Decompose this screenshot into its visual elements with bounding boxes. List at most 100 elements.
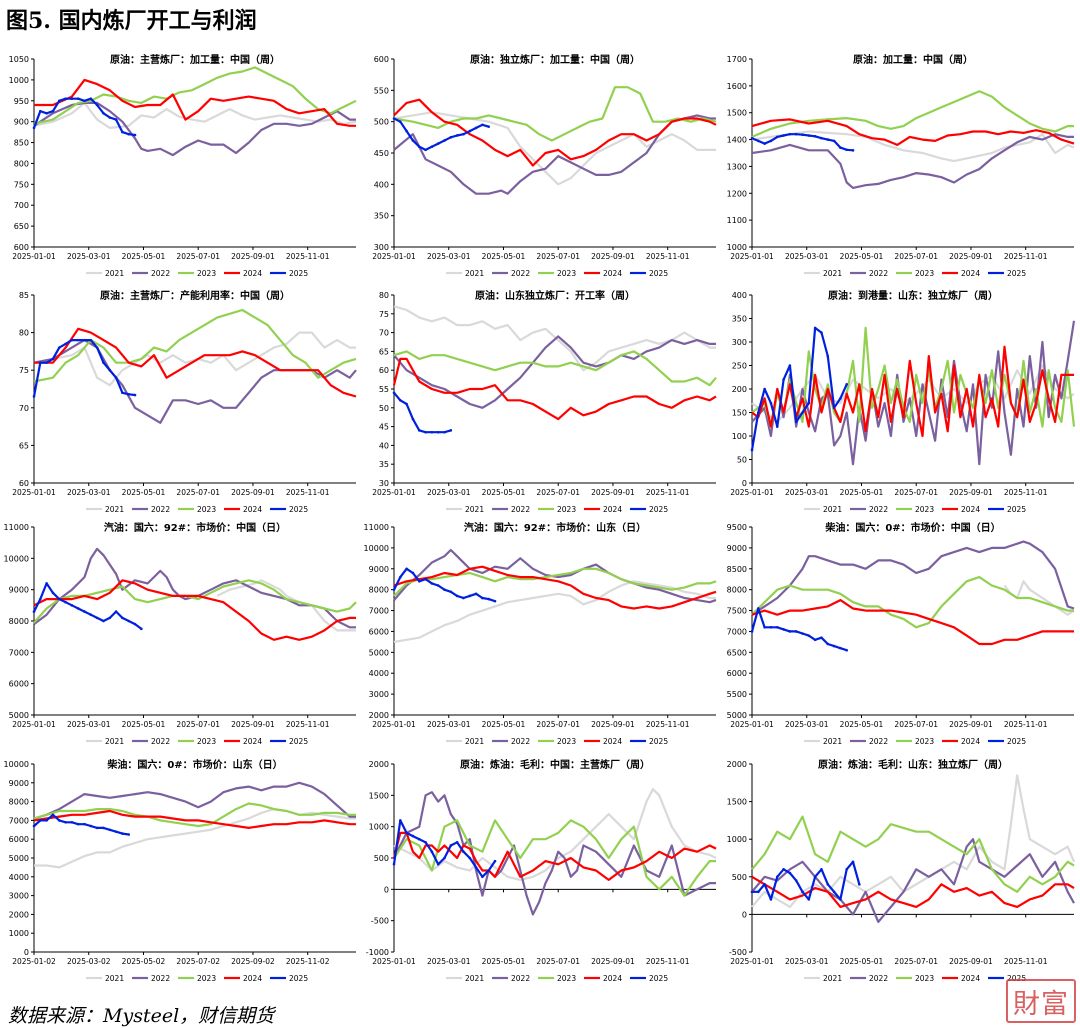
- series-point-2025: [788, 630, 792, 633]
- y-tick-label: 1000: [9, 76, 29, 85]
- series-point-2025: [845, 867, 849, 871]
- series-point-2025: [436, 430, 440, 434]
- series-point-2025: [51, 813, 55, 817]
- series-point-2025: [769, 139, 773, 143]
- series-point-2025: [826, 138, 830, 141]
- y-tick-label: 75: [379, 310, 389, 319]
- series-point-2025: [839, 646, 842, 650]
- y-tick-label: 60: [379, 366, 389, 375]
- y-tick-label: 9000: [9, 586, 29, 595]
- series-point-2025: [39, 109, 42, 113]
- series-point-2025: [32, 610, 36, 613]
- y-tick-label: 30: [379, 479, 389, 488]
- series-line-2021: [34, 808, 356, 869]
- x-tick-label: 2025-09-01: [591, 957, 635, 966]
- figure-title: 图5. 国内炼厂开工与利润: [6, 8, 257, 34]
- series-point-2025: [121, 832, 124, 835]
- series-point-2025: [70, 820, 74, 824]
- y-tick-label: 3000: [369, 690, 389, 699]
- legend-label-2022: 2022: [511, 269, 530, 278]
- series-point-2025: [443, 139, 446, 142]
- series-point-2025: [89, 338, 93, 342]
- series-point-2025: [121, 130, 124, 134]
- x-tick-label: 2025-05-01: [482, 957, 526, 966]
- x-tick-label: 2025-11-01: [646, 957, 690, 966]
- series-point-2025: [794, 879, 798, 882]
- y-tick-label: 50: [737, 456, 747, 465]
- y-tick-label: 2000: [369, 711, 389, 720]
- series-point-2025: [775, 425, 779, 428]
- series-line-2021: [393, 788, 717, 881]
- series-point-2025: [455, 841, 459, 844]
- series-point-2025: [411, 834, 415, 838]
- x-tick-label: 2025-09-01: [231, 720, 275, 729]
- y-tick-label: 800: [14, 159, 29, 168]
- series-point-2025: [845, 383, 849, 386]
- y-tick-label: 80: [19, 329, 29, 338]
- y-tick-label: 4000: [369, 669, 389, 678]
- y-tick-label: 700: [14, 201, 29, 210]
- legend-label-2023: 2023: [197, 974, 216, 983]
- series-point-2025: [813, 326, 817, 330]
- series-line-2024: [751, 875, 1075, 908]
- y-tick-label: 7000: [369, 607, 389, 616]
- series-line-2025: [393, 392, 452, 434]
- series-point-2025: [108, 828, 112, 832]
- x-tick-label: 2025-07-01: [894, 720, 938, 729]
- series-point-2025: [757, 411, 760, 414]
- y-tick-label: 300: [732, 338, 747, 347]
- legend-label-2024: 2024: [243, 974, 262, 983]
- series-point-2025: [775, 625, 779, 629]
- y-tick-label: 6000: [727, 669, 747, 678]
- x-tick-label: 2025-07-01: [536, 720, 580, 729]
- x-tick-label: 2025-03-01: [427, 488, 471, 497]
- series-point-2025: [95, 346, 99, 349]
- x-tick-label: 2025-09-02: [231, 957, 275, 966]
- series-point-2025: [45, 819, 48, 822]
- x-tick-label: 2025-01-01: [730, 720, 774, 729]
- legend-label-2025: 2025: [649, 505, 668, 514]
- legend-label-2023: 2023: [557, 269, 576, 278]
- watermark-stamp: 財富: [1006, 979, 1076, 1023]
- x-tick-label: 2025-05-01: [840, 252, 884, 261]
- y-tick-label: 75: [19, 366, 29, 375]
- series-line-2024: [751, 599, 1074, 646]
- y-tick-label: 350: [374, 212, 389, 221]
- series-point-2025: [39, 361, 42, 364]
- series-point-2025: [133, 622, 137, 626]
- legend-label-2021: 2021: [465, 505, 484, 514]
- series-point-2025: [449, 136, 453, 139]
- legend-label-2021: 2021: [823, 974, 842, 983]
- y-tick-label: 850: [14, 139, 29, 148]
- y-tick-label: 55: [379, 385, 389, 394]
- y-tick-label: 80: [379, 291, 389, 300]
- series-point-2025: [839, 397, 842, 400]
- series-point-2025: [820, 636, 823, 640]
- series-point-2025: [127, 392, 131, 396]
- legend-label-2024: 2024: [961, 737, 980, 746]
- y-tick-label: 7000: [9, 816, 29, 825]
- series-point-2025: [45, 112, 48, 115]
- series-line-2022: [33, 781, 356, 820]
- x-tick-label: 2025-05-01: [122, 252, 166, 261]
- legend-label-2024: 2024: [243, 269, 262, 278]
- series-point-2025: [39, 597, 42, 601]
- y-tick-label: 8000: [9, 617, 29, 626]
- series-point-2025: [449, 429, 453, 432]
- series-point-2025: [76, 607, 80, 610]
- series-line-2022: [33, 101, 356, 157]
- series-line-2023: [751, 576, 1074, 629]
- y-tick-label: 150: [732, 409, 747, 418]
- chart-panel-9: 柴油：国六：0#：市场价：中国（日） 5000 5500 6000 6500 7000 75…: [727, 521, 1075, 746]
- series-point-2025: [127, 833, 131, 836]
- y-tick-label: 1700: [727, 55, 747, 64]
- legend-label-2025: 2025: [649, 737, 668, 746]
- series-point-2025: [851, 149, 855, 152]
- chart-panel-12: 原油：炼油：毛利：山东：独立炼厂（周） -500 0 500 1000 1500 2000 2…: [727, 758, 1076, 983]
- legend-label-2025: 2025: [1007, 505, 1026, 514]
- series-point-2025: [769, 898, 773, 901]
- legend-label-2024: 2024: [603, 974, 622, 983]
- series-point-2025: [411, 571, 415, 575]
- series-line-2021: [751, 130, 1075, 163]
- y-tick-label: 200: [732, 385, 747, 394]
